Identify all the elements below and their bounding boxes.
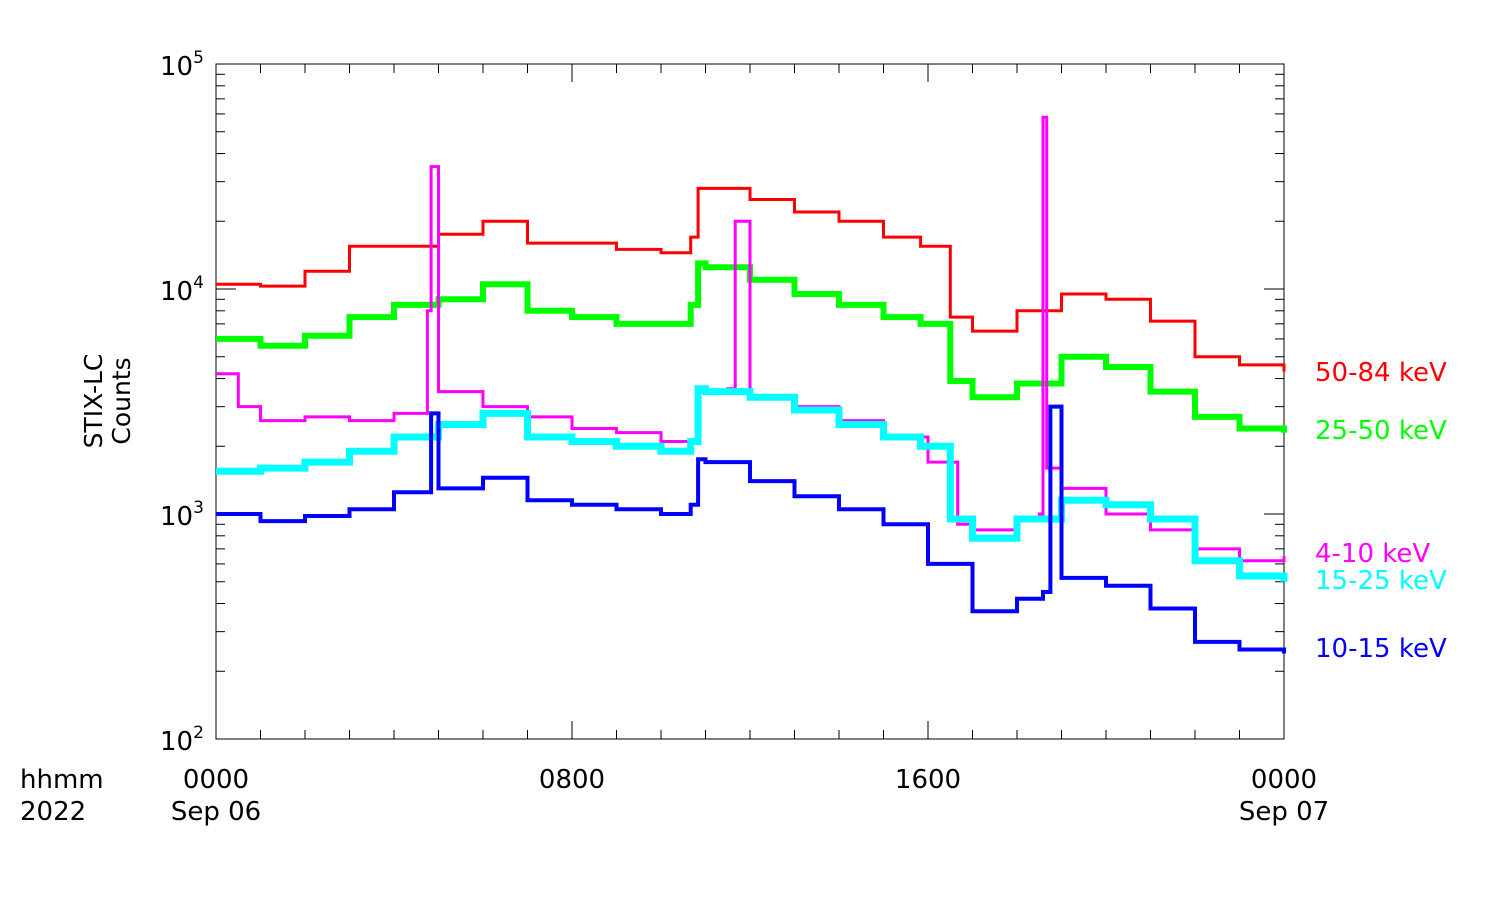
- plot-frame: [215, 63, 1285, 740]
- y-tick-label: 103: [160, 498, 204, 532]
- y-axis-label-line2: Counts: [107, 357, 136, 444]
- x-tick-label: 0000: [1251, 765, 1317, 795]
- x-tick-label: 0000: [183, 765, 249, 795]
- y-tick-label: 105: [160, 48, 204, 82]
- x-corner-label-year: 2022: [20, 797, 86, 827]
- series-line-4-10-keV: [216, 115, 1286, 563]
- y-axis-ticks: 102 103 104 105: [160, 48, 1284, 757]
- y-tick-label: 102: [160, 723, 204, 757]
- x-corner-label-hhmm: hhmm: [20, 765, 104, 795]
- y-axis-label-line1: STIX-LC: [79, 354, 108, 449]
- series-line-10-15-keV: [216, 404, 1286, 654]
- series-layer: [216, 115, 1288, 654]
- minor-ticks: [216, 64, 1284, 739]
- legend-label-10-15-keV: 10-15 keV: [1315, 634, 1447, 664]
- x-tick-label: 0800: [539, 765, 605, 795]
- legend-label-25-50-keV: 25-50 keV: [1315, 416, 1447, 446]
- legend-label-4-10-keV: 4-10 keV: [1315, 539, 1430, 569]
- legend-label-50-84-keV: 50-84 keV: [1315, 358, 1447, 388]
- series-line-15-25-keV: [216, 385, 1288, 582]
- x-tick-date-label: Sep 06: [171, 797, 261, 827]
- x-tick-date-label: Sep 07: [1239, 797, 1329, 827]
- x-tick-label: 1600: [895, 765, 961, 795]
- legend-label-15-25-keV: 15-25 keV: [1315, 566, 1447, 596]
- y-tick-label: 104: [160, 273, 204, 307]
